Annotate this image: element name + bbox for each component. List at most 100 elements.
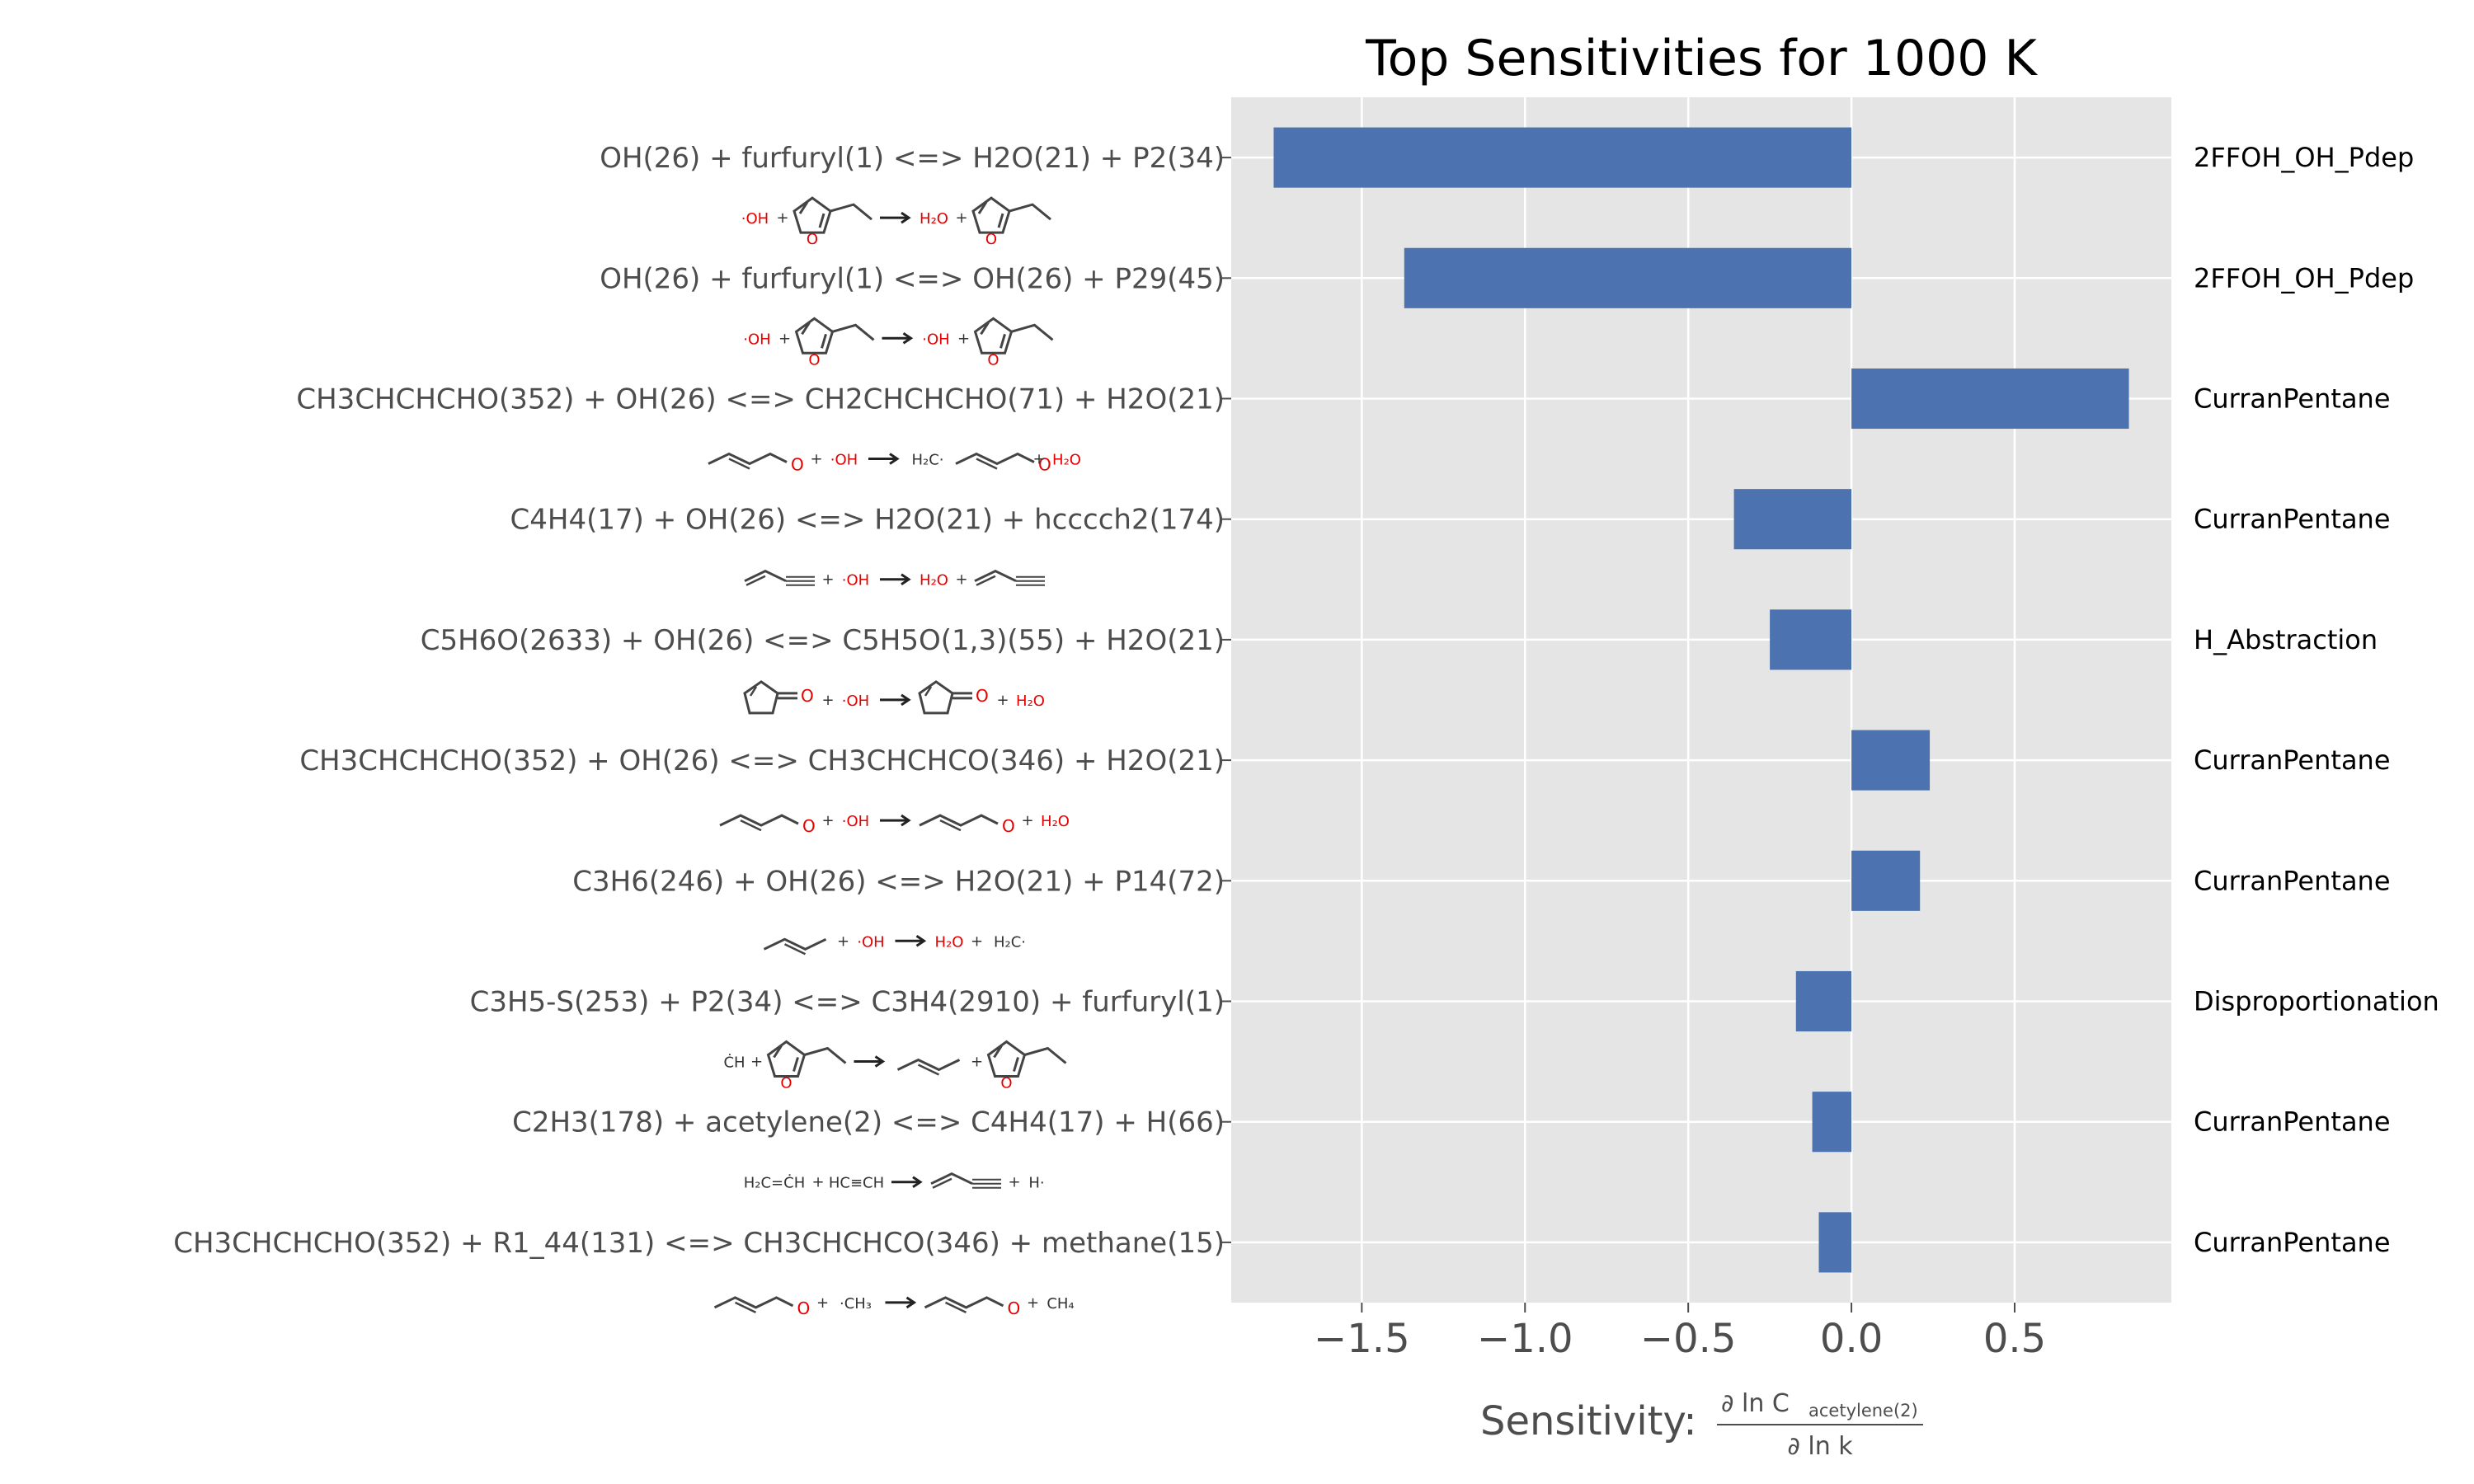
molecule-formula: ·OH xyxy=(922,331,949,348)
reaction-structure: H₂C=ĊH + HC≡CH + H· xyxy=(744,1172,1045,1192)
plus-sign: + xyxy=(810,451,822,468)
x-tick-label: −1.5 xyxy=(1314,1316,1410,1362)
reaction-arrow-icon xyxy=(853,1055,884,1068)
bar xyxy=(1851,730,1931,791)
x-label-denominator: ∂ ln k xyxy=(1787,1432,1853,1461)
reaction-label: CH3CHCHCHO(352) + R1_44(131) <=> CH3CHCH… xyxy=(173,1227,1225,1260)
reaction-label: OH(26) + furfuryl(1) <=> H2O(21) + P2(34… xyxy=(600,142,1225,175)
molecule-structure-icon xyxy=(987,1040,1067,1093)
molecule-formula: ·OH xyxy=(842,813,869,830)
molecule-formula: H₂C· xyxy=(994,933,1026,951)
plus-sign: + xyxy=(996,692,1009,709)
reaction-label: C3H5-S(253) + P2(34) <=> C3H4(2910) + fu… xyxy=(470,986,1225,1019)
molecule-structure-icon xyxy=(793,196,873,250)
plus-sign: + xyxy=(1021,812,1033,829)
molecule-structure-icon xyxy=(707,453,806,476)
molecule-formula: ĊH xyxy=(723,1054,745,1072)
reaction-structure: + ·CH₃ + CH₄ xyxy=(713,1294,1075,1320)
x-tick-label: −0.5 xyxy=(1640,1316,1737,1362)
bar xyxy=(1795,970,1852,1032)
reaction-structure: + ·OH + H₂O xyxy=(743,680,1045,715)
x-label-numerator-subscript: acetylene(2) xyxy=(1808,1401,1918,1421)
molecule-structure-icon xyxy=(971,196,1052,250)
reaction-structure: + ·OH H₂O + H₂C· xyxy=(763,932,1026,956)
reaction-arrow-icon xyxy=(881,331,912,345)
reaction-structure: ·OH + H₂O + xyxy=(741,196,1052,250)
bar xyxy=(1851,850,1921,911)
bars xyxy=(1221,127,2129,1273)
bar xyxy=(1770,609,1852,670)
bar xyxy=(1818,1212,1852,1273)
molecule-formula: H₂O xyxy=(1052,452,1081,469)
reaction-structures: ·OH + H₂O + ·OH + ·OH + + ·OH H₂C· + H₂O + ·OH H₂O + + ·OH… xyxy=(707,196,1081,1320)
family-labels: 2FFOH_OH_Pdep 2FFOH_OH_Pdep CurranPentane C… xyxy=(2194,142,2439,1258)
reaction-family-label: Disproportionation xyxy=(2194,986,2439,1017)
reaction-arrow-icon xyxy=(878,573,910,586)
molecule-structure-icon xyxy=(743,570,816,587)
reaction-family-label: CurranPentane xyxy=(2194,1106,2391,1138)
molecule-formula: ·CH₃ xyxy=(840,1295,872,1313)
molecule-formula: H₂O xyxy=(920,210,948,228)
reaction-family-label: CurranPentane xyxy=(2194,744,2391,776)
reaction-arrow-icon xyxy=(890,1176,922,1189)
molecule-structure-icon xyxy=(973,570,1047,587)
bar xyxy=(1812,1092,1852,1153)
reaction-family-label: H_Abstraction xyxy=(2194,624,2378,655)
reaction-family-label: CurranPentane xyxy=(2194,1227,2391,1258)
molecule-formula: ·OH xyxy=(842,693,869,710)
molecule-formula: H₂O xyxy=(920,572,948,589)
molecule-structure-icon xyxy=(974,317,1054,370)
molecule-formula: ·OH xyxy=(842,572,869,589)
plus-sign: + xyxy=(778,330,791,347)
reaction-family-label: CurranPentane xyxy=(2194,504,2391,535)
reaction-labels: OH(26) + furfuryl(1) <=> H2O(21) + P2(34… xyxy=(173,142,1225,1260)
plus-sign: + xyxy=(971,1054,983,1071)
reaction-structure: + ·OH + H₂O xyxy=(718,812,1070,838)
reaction-label: CH3CHCHCHO(352) + OH(26) <=> CH2CHCHCHO(… xyxy=(296,383,1225,416)
plus-sign: + xyxy=(971,932,983,950)
chart-title: Top Sensitivities for 1000 K xyxy=(1365,30,2038,87)
molecule-structure-icon xyxy=(743,680,816,715)
molecule-formula: H₂C· xyxy=(911,452,943,469)
reaction-arrow-icon xyxy=(878,211,910,224)
molecule-structure-icon xyxy=(924,1296,1022,1320)
reaction-label: C4H4(17) + OH(26) <=> H2O(21) + hcccch2(… xyxy=(510,504,1225,537)
x-axis-ticks: −1.5 −1.0 −0.5 0.0 0.5 xyxy=(1314,1303,2046,1362)
molecule-structure-icon xyxy=(929,1172,1003,1190)
plus-sign: + xyxy=(1008,1174,1020,1191)
molecule-formula: HC≡CH xyxy=(829,1175,884,1192)
molecule-formula: CH₄ xyxy=(1047,1295,1074,1313)
plus-sign: + xyxy=(1032,451,1045,468)
reaction-family-label: 2FFOH_OH_Pdep xyxy=(2194,142,2414,173)
reaction-structure: ·OH + ·OH + xyxy=(743,317,1054,370)
plus-sign: + xyxy=(811,1174,824,1191)
x-tick-label: 0.0 xyxy=(1820,1316,1883,1362)
reaction-arrow-icon xyxy=(884,1296,915,1309)
plus-sign: + xyxy=(955,209,967,227)
plus-sign: + xyxy=(816,1294,829,1312)
reaction-structure: + ·OH H₂O + xyxy=(743,570,1047,589)
x-axis-label: Sensitivity: xyxy=(1480,1398,1697,1444)
molecule-formula: H₂O xyxy=(935,933,964,951)
molecule-formula: H₂O xyxy=(1016,693,1045,710)
reaction-family-label: CurranPentane xyxy=(2194,383,2391,415)
molecule-formula: H· xyxy=(1028,1175,1044,1192)
plus-sign: + xyxy=(821,571,834,589)
plus-sign: + xyxy=(821,692,834,709)
molecule-formula: H₂O xyxy=(1041,813,1070,830)
reaction-arrow-icon xyxy=(867,453,899,465)
plus-sign: + xyxy=(955,571,967,589)
reaction-arrow-icon xyxy=(894,934,925,947)
plus-sign: + xyxy=(821,812,834,829)
molecule-structure-icon xyxy=(896,1059,961,1076)
molecule-structure-icon xyxy=(918,814,1017,838)
reaction-label: C5H6O(2633) + OH(26) <=> C5H5O(1,3)(55) … xyxy=(421,624,1225,657)
molecule-formula: ·OH xyxy=(743,331,770,348)
reaction-label: C2H3(178) + acetylene(2) <=> C4H4(17) + … xyxy=(512,1106,1225,1139)
reaction-structure: ĊH + + xyxy=(723,1040,1067,1093)
molecule-structure-icon xyxy=(763,937,827,956)
molecule-formula: ·OH xyxy=(830,452,858,469)
bar xyxy=(1733,489,1852,550)
x-tick-label: −1.0 xyxy=(1477,1316,1573,1362)
